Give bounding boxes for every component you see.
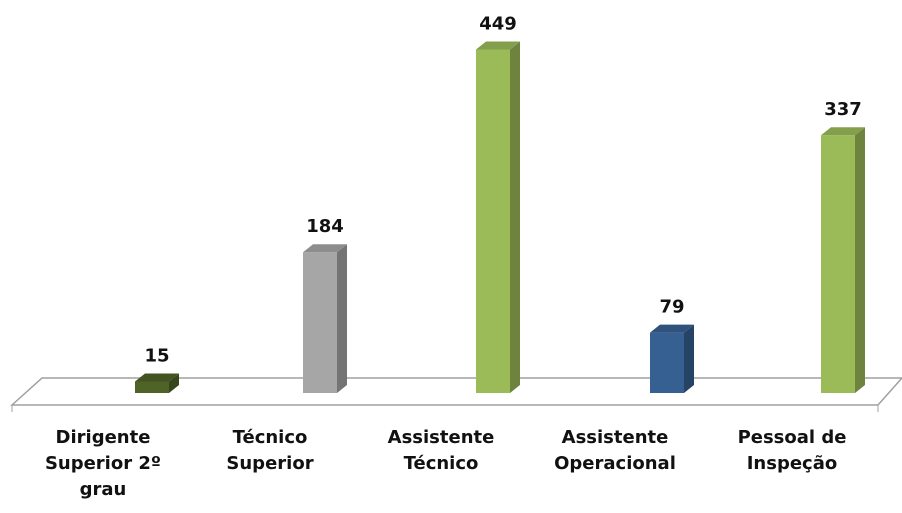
value-label: 337 — [824, 99, 862, 120]
value-label: 449 — [479, 14, 517, 35]
bar — [135, 373, 179, 393]
bar — [650, 324, 694, 393]
category-label: Pessoal de Inspeção — [737, 427, 847, 474]
bar-front — [135, 381, 169, 393]
category-label: Assistente Técnico — [387, 427, 495, 474]
bar-top — [821, 127, 865, 136]
bar-side — [855, 127, 865, 393]
bar-top — [135, 373, 179, 382]
bar — [303, 244, 347, 393]
bar-side — [684, 324, 694, 393]
bar — [821, 127, 865, 393]
bar-front — [650, 332, 684, 393]
bar-front — [476, 49, 510, 393]
bar-top — [303, 244, 347, 253]
bar — [476, 41, 520, 393]
bar-top — [476, 41, 520, 50]
bar-side — [510, 41, 520, 393]
value-label: 184 — [306, 216, 344, 237]
bar-side — [169, 373, 179, 393]
value-label: 15 — [144, 346, 169, 367]
category-label: Assistente Operacional — [554, 427, 676, 474]
value-label: 79 — [659, 297, 684, 318]
bar-front — [821, 135, 855, 393]
bar-front — [303, 252, 337, 393]
bar-top — [650, 324, 694, 333]
category-label: Técnico Superior — [226, 427, 314, 474]
bar-side — [337, 244, 347, 393]
category-label: Dirigente Superior 2º grau — [44, 427, 162, 500]
